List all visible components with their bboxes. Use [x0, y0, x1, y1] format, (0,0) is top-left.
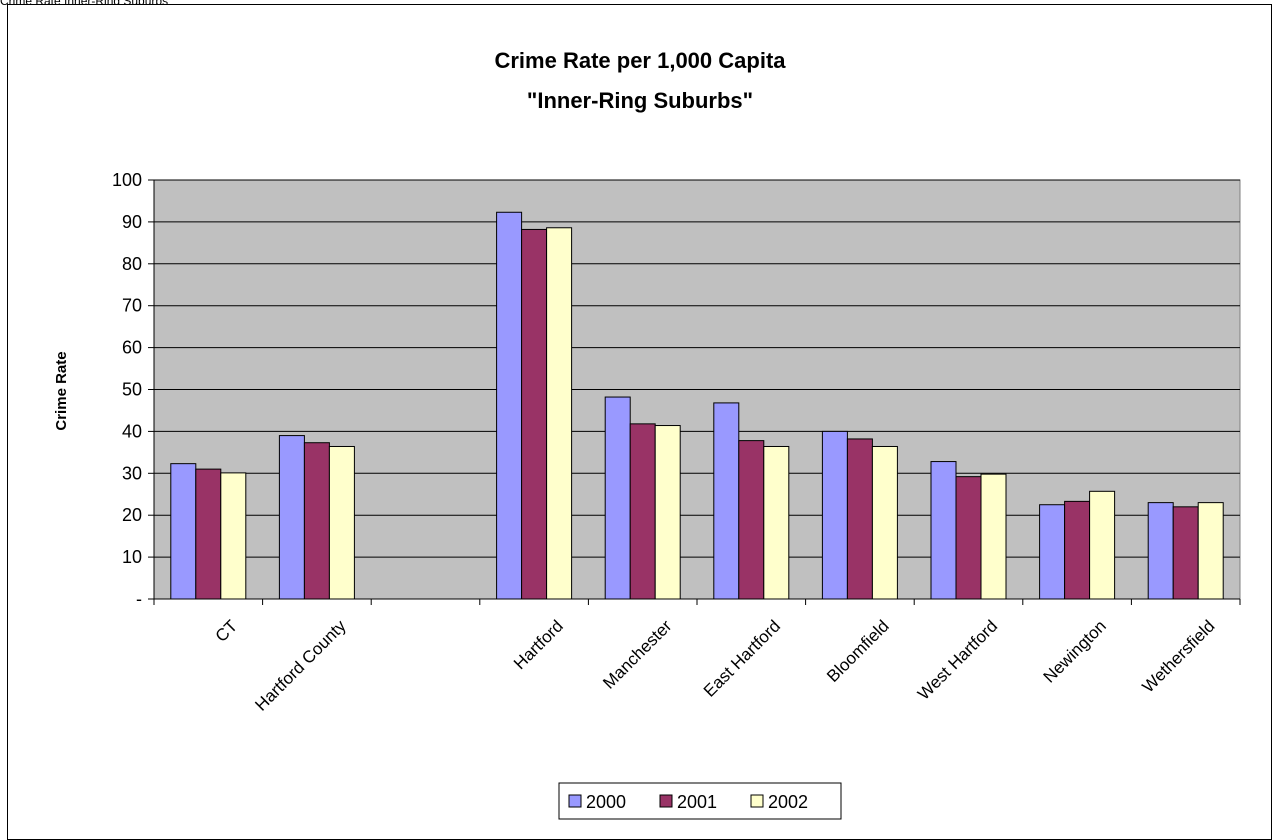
- category-label: West Hartford: [914, 616, 1001, 703]
- y-tick-label: 90: [122, 212, 142, 232]
- y-tick-label: 50: [122, 380, 142, 400]
- legend-label-2002: 2002: [768, 792, 808, 812]
- y-tick-label: 100: [112, 170, 142, 190]
- bar-2001: [303, 442, 330, 600]
- y-tick-label: 30: [122, 463, 142, 483]
- category-label: Hartford: [510, 616, 567, 673]
- legend-label-2000: 2000: [586, 792, 626, 812]
- bar-2002: [871, 445, 898, 600]
- bar-2001: [738, 440, 765, 600]
- bar-2000: [821, 430, 848, 600]
- y-tick-label: 10: [122, 547, 142, 567]
- legend-box: [558, 782, 842, 820]
- bar-2002: [328, 445, 355, 600]
- bar-2002: [654, 425, 681, 600]
- bar-2000: [604, 396, 631, 600]
- legend: 2000 2001 2002: [558, 782, 842, 820]
- bar-2002: [980, 473, 1007, 600]
- bar-2000: [496, 211, 523, 600]
- bar-2001: [1064, 500, 1091, 600]
- y-tick-label: 80: [122, 254, 142, 274]
- legend-swatch-2000: [568, 794, 582, 808]
- legend-label-2001: 2001: [677, 792, 717, 812]
- y-tick-label: 60: [122, 338, 142, 358]
- bar-2001: [846, 438, 873, 600]
- y-tick-label: -: [136, 589, 142, 609]
- bar-2000: [713, 402, 740, 600]
- bar-2001: [195, 468, 222, 600]
- legend-swatch-2002: [750, 794, 764, 808]
- y-tick-label: 70: [122, 296, 142, 316]
- bar-2001: [629, 423, 656, 600]
- bar-2002: [763, 445, 790, 600]
- bar-2001: [955, 476, 982, 600]
- bar-2001: [521, 228, 548, 600]
- chart-title-line2: "Inner-Ring Suburbs": [527, 88, 753, 113]
- category-label: Hartford County: [251, 616, 350, 715]
- bar-2000: [1039, 504, 1066, 600]
- bar-2001: [1172, 506, 1199, 600]
- bar-2002: [546, 227, 573, 600]
- bar-2000: [278, 435, 305, 600]
- y-tick-label: 20: [122, 505, 142, 525]
- y-tick-label: 40: [122, 421, 142, 441]
- chart-title-line1: Crime Rate per 1,000 Capita: [494, 48, 786, 73]
- bar-2000: [930, 461, 957, 600]
- category-label: CT: [212, 616, 241, 645]
- legend-swatch-2001: [659, 794, 673, 808]
- plot-area: - 10 20 30 40 50 60 70 80 90 100 CT Hartford County H…: [112, 170, 1241, 715]
- y-axis-label: Crime Rate: [53, 351, 70, 430]
- category-label: East Hartford: [700, 616, 784, 700]
- bar-2002: [1197, 502, 1224, 600]
- bar-2002: [1089, 490, 1116, 600]
- bar-2002: [220, 472, 247, 600]
- category-label: Bloomfield: [823, 616, 893, 686]
- category-label: Wethersfield: [1138, 616, 1218, 696]
- bar-2000: [170, 463, 197, 600]
- category-label: Manchester: [599, 616, 675, 692]
- bar-2000: [1147, 502, 1174, 600]
- category-label: Newington: [1040, 616, 1110, 686]
